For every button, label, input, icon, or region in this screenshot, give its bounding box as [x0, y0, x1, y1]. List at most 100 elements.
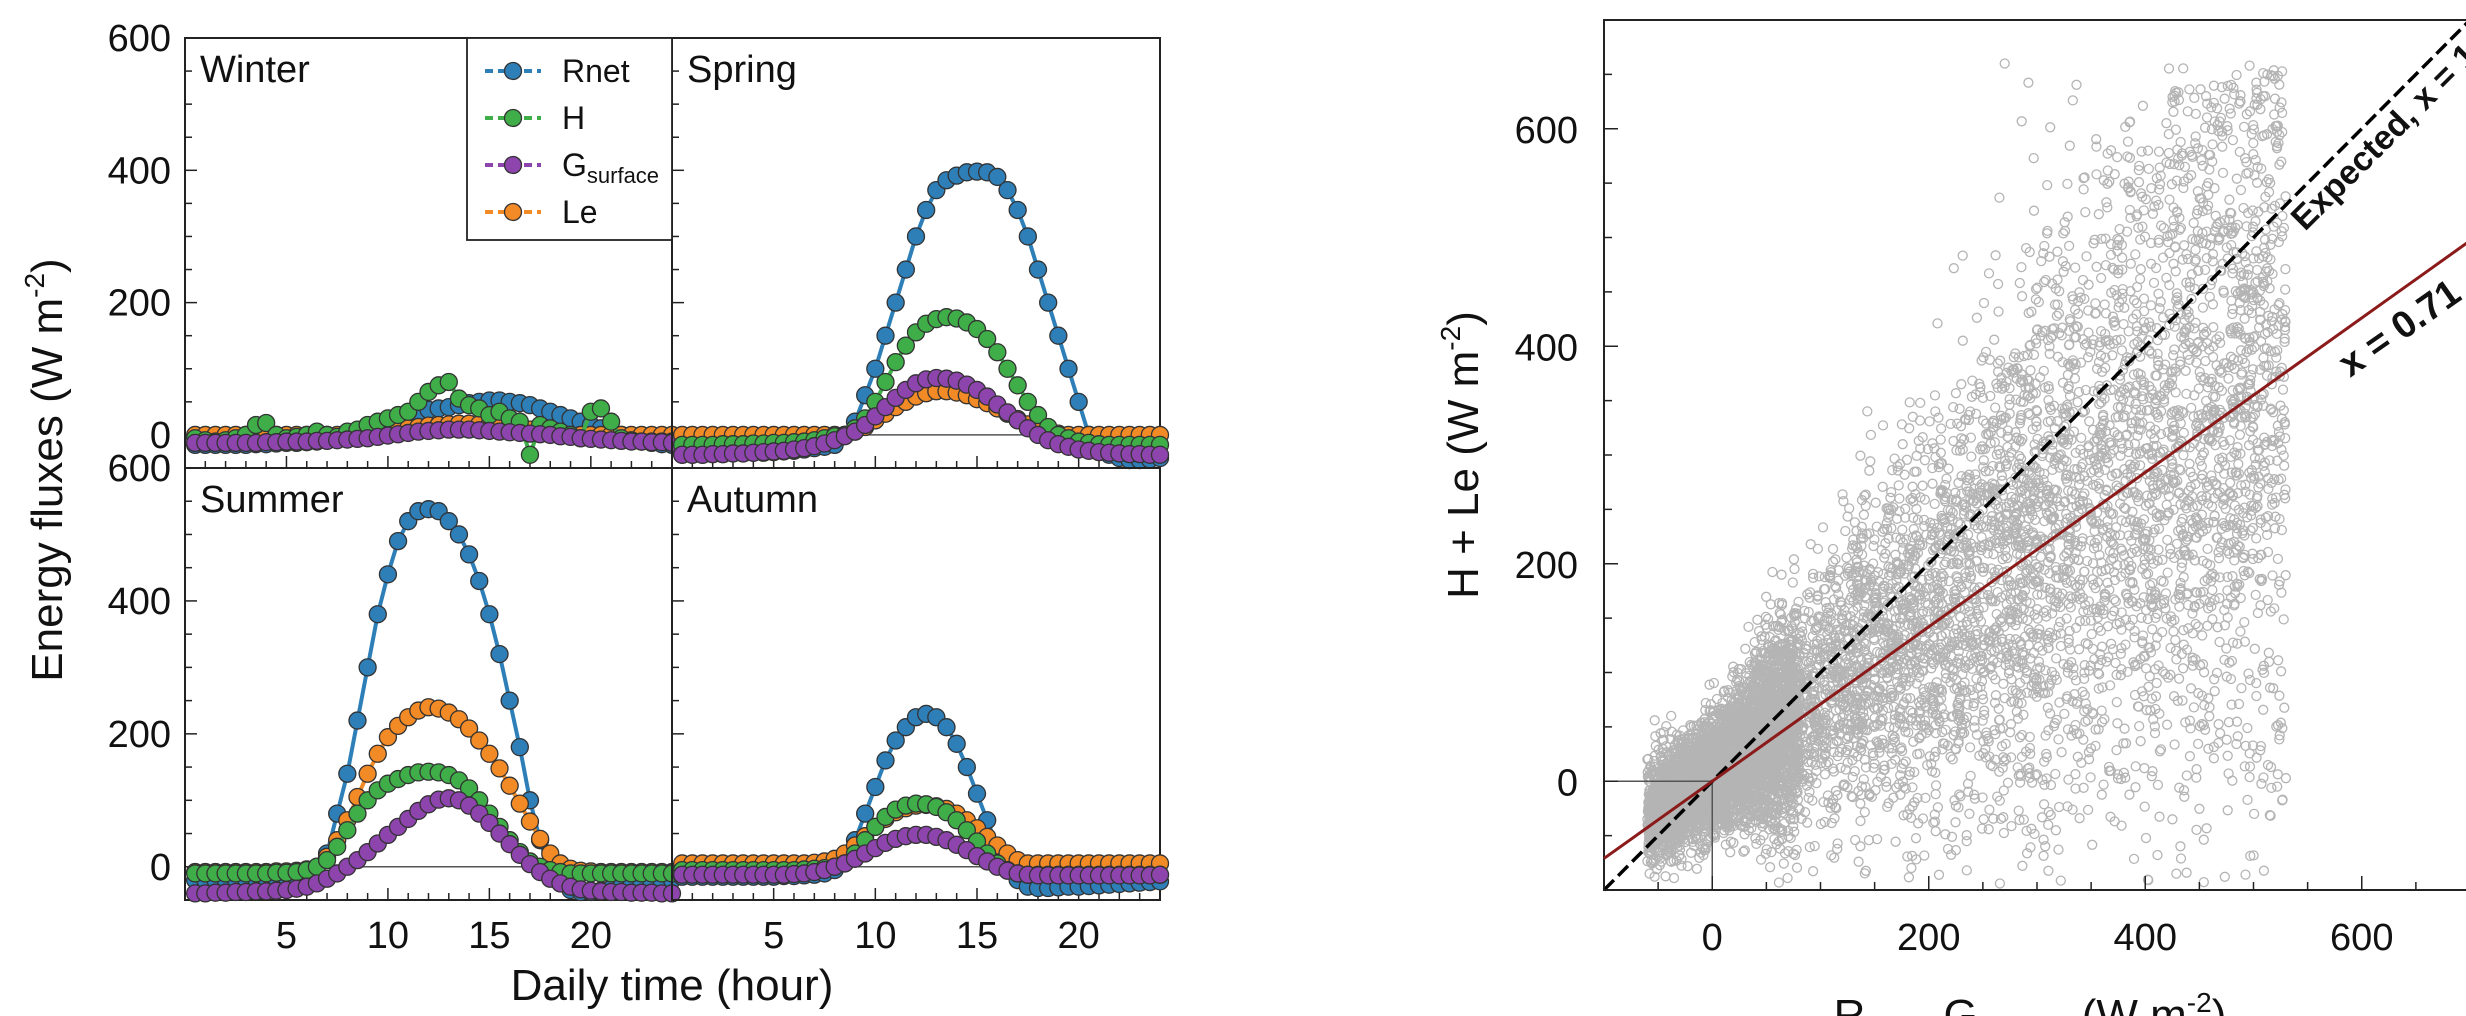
- scatter-point: [2157, 252, 2169, 263]
- point-h: [1008, 376, 1027, 395]
- scatter-point: [2028, 205, 2040, 216]
- y-tick-label: 0: [150, 847, 171, 889]
- scatter-point: [1998, 827, 2010, 839]
- scatter-point: [2111, 696, 2122, 708]
- scatter-point: [2278, 614, 2289, 625]
- scatter-point: [1829, 852, 1840, 863]
- legend-label-main: Rnet: [562, 53, 630, 89]
- point-rnet: [459, 545, 479, 564]
- scatter-point: [2017, 860, 2028, 871]
- scatter-point: [2163, 147, 2175, 159]
- scatter-point: [2087, 839, 2098, 850]
- x-tick-label: 15: [468, 915, 510, 957]
- scatter-point: [2117, 252, 2128, 263]
- y-axis-label-exp: -2: [19, 273, 50, 298]
- point-le: [530, 829, 550, 849]
- scatter-point: [2085, 772, 2096, 783]
- scatter-point: [2080, 615, 2091, 627]
- point-rnet: [866, 359, 885, 378]
- point-g: [1150, 445, 1170, 464]
- legend-marker-h: [503, 108, 523, 128]
- point-rnet: [470, 571, 489, 591]
- x-tick-label: 10: [367, 915, 409, 957]
- scatter-point: [2116, 345, 2128, 356]
- legend-label-main: Le: [562, 194, 598, 230]
- point-le: [500, 776, 519, 795]
- scatter-point: [2090, 298, 2101, 309]
- scatter-point: [2177, 663, 2189, 674]
- scatter-point: [2180, 365, 2191, 376]
- scatter-point: [2129, 689, 2141, 701]
- point-rnet: [957, 757, 976, 777]
- point-h: [988, 343, 1007, 362]
- scatter-point: [2084, 416, 2095, 427]
- scatter-point: [1817, 522, 1829, 533]
- scatter-point: [1924, 416, 1935, 427]
- scatter-point: [2181, 867, 2192, 878]
- scatter-point: [2043, 865, 2054, 876]
- scatter-point: [1740, 643, 1751, 654]
- scatter-point: [2000, 544, 2011, 555]
- point-h: [338, 821, 357, 840]
- point-rnet: [449, 525, 469, 544]
- point-g: [1150, 865, 1170, 884]
- scatter-point: [2279, 702, 2290, 713]
- scatter-point: [1935, 434, 1946, 445]
- point-rnet: [1069, 392, 1088, 411]
- point-rnet: [348, 711, 367, 730]
- point-rnet: [856, 804, 875, 823]
- y-tick-label: 200: [108, 714, 171, 756]
- scatter-point: [2217, 141, 2228, 152]
- x-tick-label: 5: [763, 915, 784, 957]
- panel-spring: Spring: [671, 37, 1170, 470]
- point-rnet: [937, 718, 956, 737]
- scatter-point: [1650, 731, 1661, 742]
- scatter-point: [1915, 397, 1926, 409]
- point-rnet: [876, 326, 895, 345]
- scatter-point: [2119, 302, 2130, 313]
- y-axis-label: Energy fluxes (W m-2): [19, 258, 72, 681]
- point-h: [348, 804, 367, 823]
- scatter-point: [1911, 450, 1922, 461]
- scatter-point: [2096, 789, 2107, 800]
- scatter-point: [1743, 621, 1754, 633]
- point-h: [439, 372, 458, 392]
- scatter-point: [2130, 782, 2141, 793]
- scatter-point: [2161, 118, 2172, 129]
- scatter-point: [2193, 383, 2204, 394]
- point-rnet: [1028, 260, 1048, 279]
- point-h: [328, 837, 347, 856]
- legend-marker-rnet: [503, 61, 523, 81]
- scatter-point: [2064, 339, 2075, 350]
- scatter-point: [2014, 277, 2025, 289]
- scatter-point: [2157, 626, 2168, 638]
- scatter-point: [2162, 567, 2173, 578]
- scatter-point: [1859, 806, 1870, 818]
- scatter-point: [2203, 177, 2214, 189]
- scatter-point: [2163, 63, 2175, 74]
- point-le: [480, 744, 499, 763]
- legend-label-main: G: [562, 147, 587, 183]
- scatter-point: [1930, 780, 1942, 791]
- scatter-point: [2170, 124, 2182, 135]
- scatter-point: [1990, 250, 2001, 261]
- x-tick-label: 20: [1058, 915, 1100, 957]
- y-tick-label: 600: [108, 448, 171, 490]
- scatter-point: [1978, 814, 1989, 825]
- point-h: [591, 399, 611, 418]
- scatter-point: [2038, 850, 2049, 861]
- scatter-point: [2239, 616, 2250, 628]
- scatter-point: [1927, 478, 1938, 489]
- scatter-point: [2014, 732, 2026, 743]
- legend-label-le: Le: [562, 194, 598, 230]
- scatter-point: [2133, 177, 2145, 188]
- scatter-point: [2226, 295, 2237, 306]
- scatter-point: [2053, 308, 2065, 319]
- point-h: [978, 329, 997, 349]
- scatter-point: [1842, 511, 1853, 522]
- scatter-point: [2175, 853, 2187, 864]
- legend-marker-g: [503, 155, 523, 175]
- point-le: [358, 764, 377, 783]
